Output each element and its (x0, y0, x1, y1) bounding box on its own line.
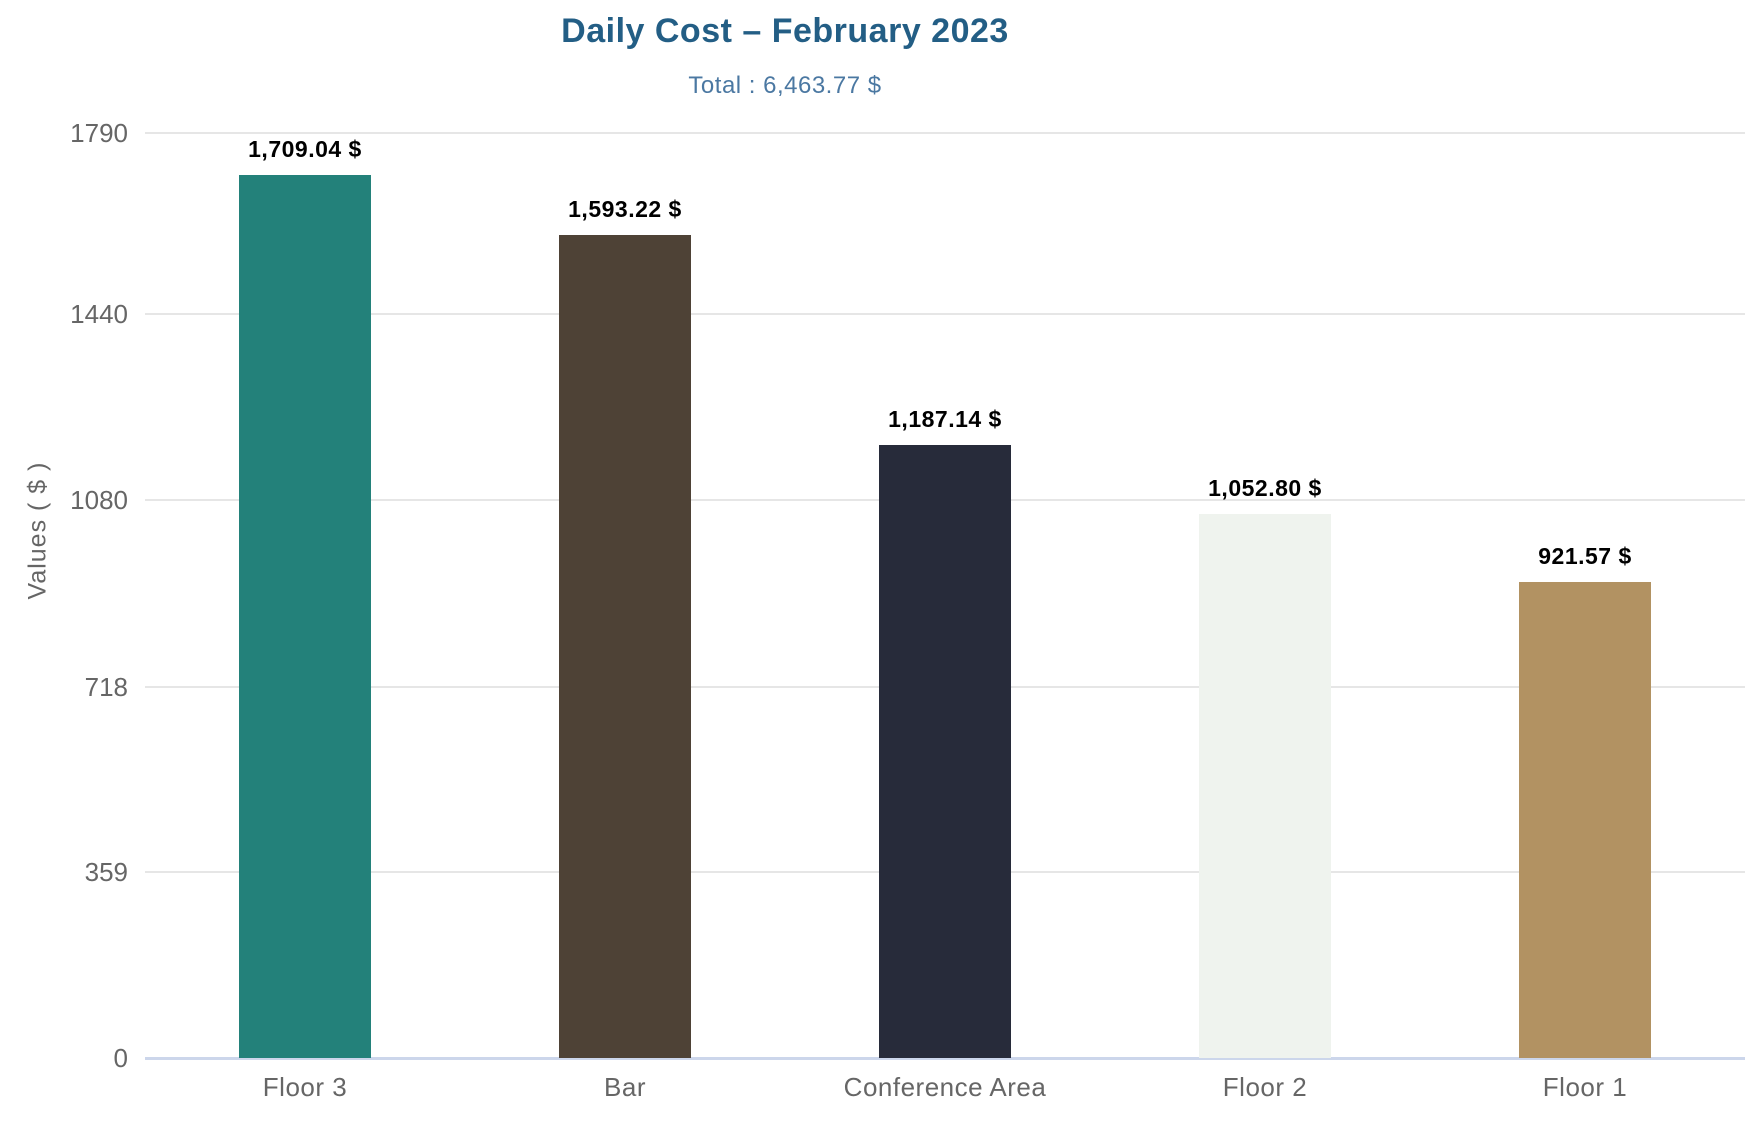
x-category-label-floor-3: Floor 3 (262, 1072, 348, 1102)
x-category-label-floor-1: Floor 1 (1542, 1072, 1628, 1102)
chart-title: Daily Cost – February 2023 (561, 12, 1009, 50)
y-axis-title: Values ( $ ) (23, 461, 52, 600)
y-tick-label-359: 359 (84, 857, 128, 888)
bar-column-floor-1: 921.57 $ (1425, 133, 1745, 1058)
bar-value-label-floor-2: 1,052.80 $ (1208, 474, 1322, 501)
bar-value-label-floor-3: 1,709.04 $ (248, 135, 362, 162)
bar-column-floor-2: 1,052.80 $ (1105, 133, 1425, 1058)
bar-column-bar: 1,593.22 $ (465, 133, 785, 1058)
x-category-label-bar: Bar (604, 1072, 646, 1102)
gridline-1790 (145, 132, 1745, 134)
bar-conference-area[interactable] (879, 444, 1011, 1058)
y-tick-label-1080: 1080 (70, 484, 128, 515)
y-tick-label-0: 0 (113, 1043, 128, 1073)
plot-area: 1,709.04 $ 1,593.22 $ 1,187.14 $ 1,052.80 $… (145, 132, 1745, 1060)
bar-value-label-floor-1: 921.57 $ (1538, 542, 1632, 569)
chart-subtitle: Total : 6,463.77 $ (688, 72, 882, 99)
gridline-1440 (145, 312, 1745, 315)
bar-floor-2[interactable] (1199, 513, 1331, 1058)
bar-column-floor-3: 1,709.04 $ (145, 133, 465, 1058)
bar-floor-3[interactable] (239, 174, 371, 1058)
bar-column-conference-area: 1,187.14 $ (785, 133, 1105, 1058)
x-axis-line (145, 1057, 1745, 1060)
x-category-label-floor-2: Floor 2 (1222, 1072, 1308, 1102)
bar-floor-1[interactable] (1519, 581, 1651, 1058)
bar-bar[interactable] (559, 234, 691, 1058)
y-tick-label-1440: 1440 (70, 298, 128, 329)
x-category-label-conference-area: Conference Area (843, 1072, 1047, 1102)
bar-value-label-conference-area: 1,187.14 $ (888, 405, 1002, 432)
y-tick-label-1790: 1790 (70, 118, 128, 148)
y-tick-label-718: 718 (84, 671, 128, 702)
bar-value-label-bar: 1,593.22 $ (568, 195, 682, 222)
